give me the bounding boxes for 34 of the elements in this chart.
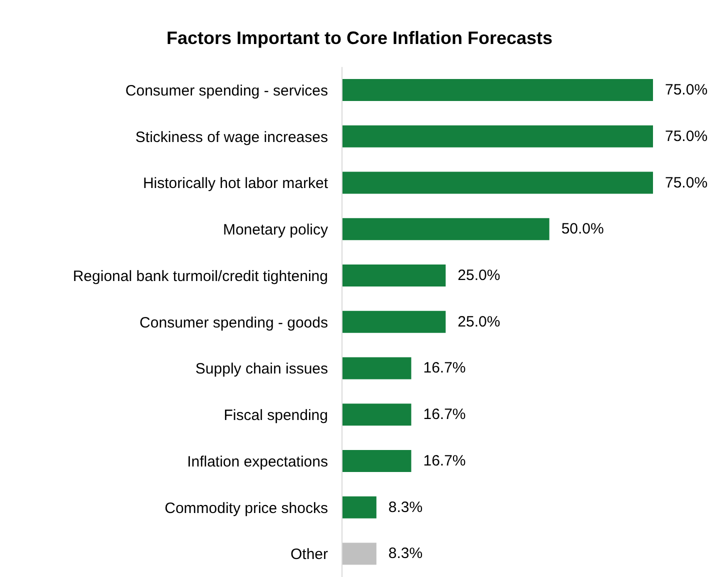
bar <box>342 310 446 333</box>
y-tick-label: Consumer spending - goods <box>140 314 328 332</box>
bar <box>342 496 376 518</box>
data-label: 25.0% <box>458 267 500 284</box>
bar <box>342 264 446 287</box>
data-label: 8.3% <box>388 545 423 562</box>
y-tick-label: Fiscal spending <box>224 407 328 424</box>
y-tick-label: Monetary policy <box>222 222 328 239</box>
bar <box>342 542 376 565</box>
chart-title: Factors Important to Core Inflation Forecasts <box>165 28 554 49</box>
y-tick-label: Other <box>290 546 328 564</box>
y-tick-label: Supply chain issues <box>195 360 328 378</box>
bar <box>342 79 653 102</box>
bar <box>342 404 412 426</box>
data-label: 16.7% <box>423 360 466 377</box>
y-tick-label: Stickiness of wage increases <box>135 128 328 146</box>
y-tick-label: Historically hot labor market <box>142 175 329 192</box>
bar <box>342 125 653 148</box>
bar <box>342 357 412 380</box>
data-label: 75.0% <box>665 128 708 145</box>
data-label: 50.0% <box>561 220 604 238</box>
y-tick-label: Commodity price shocks <box>164 500 328 517</box>
data-label: 75.0% <box>665 82 708 99</box>
data-label: 25.0% <box>458 313 500 330</box>
bar <box>342 172 653 194</box>
data-label: 16.7% <box>423 406 466 424</box>
data-label: 16.7% <box>423 452 466 470</box>
bar <box>342 218 550 240</box>
y-tick-label: Regional bank turmoil/credit tightening <box>72 268 328 285</box>
y-tick-label: Inflation expectations <box>187 453 328 470</box>
bar <box>342 450 412 472</box>
y-tick-label: Consumer spending - services <box>125 82 328 100</box>
data-label: 8.3% <box>388 498 423 516</box>
data-label: 75.0% <box>665 174 708 192</box>
